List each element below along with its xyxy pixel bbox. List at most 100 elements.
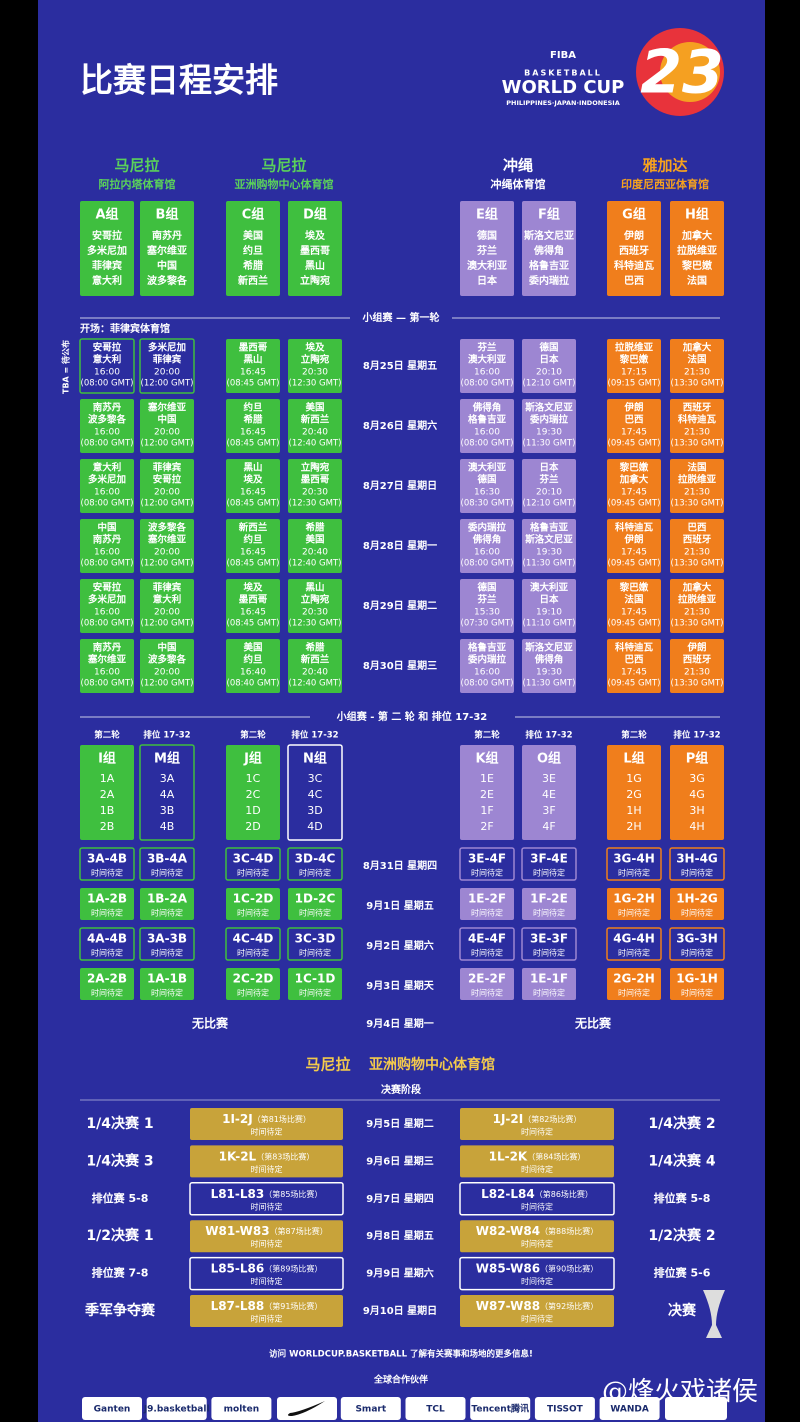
team: 墨西哥 [239, 595, 268, 606]
matchup: 2A-2B [87, 972, 127, 986]
team: 安哥拉 [153, 474, 182, 486]
date: 8月27日 星期日 [363, 479, 437, 492]
team: 科特迪瓦 [678, 414, 717, 426]
finals-arena: 亚洲购物中心体育馆 [369, 1056, 495, 1073]
venue-city: 马尼拉 [114, 157, 159, 175]
team: 委内瑞拉 [528, 274, 569, 287]
matchup: 1A-2B [87, 892, 127, 906]
time: 20:10 [536, 488, 562, 498]
time: 16:00 [474, 668, 500, 678]
team: 拉脱维亚 [615, 342, 654, 354]
box [139, 847, 195, 881]
date: 8月29日 星期二 [363, 599, 437, 612]
box [226, 639, 280, 693]
sponsor-box [82, 1397, 142, 1420]
time: 20:40 [302, 548, 328, 558]
gmt-time: (09:15 GMT) [608, 379, 661, 389]
box [226, 745, 280, 840]
time: 16:00 [94, 548, 120, 558]
time: 时间待定 [237, 868, 269, 878]
group-entry: 3D [307, 804, 322, 817]
venue-city: 雅加达 [641, 157, 687, 175]
group-entry: 3B [160, 804, 175, 817]
box [226, 968, 280, 1000]
box [140, 519, 194, 573]
finals-stage: 决赛阶段 [381, 1083, 421, 1096]
box [226, 579, 280, 633]
team: 美国 [243, 229, 263, 242]
match-number: （第84场比赛） [527, 1151, 585, 1161]
team: 佛得角 [533, 244, 564, 257]
group-entry: 4H [689, 820, 704, 833]
gmt-time: (08:00 GMT) [81, 619, 134, 629]
box [80, 459, 134, 513]
time: 时间待定 [681, 908, 713, 918]
time: 20:40 [302, 428, 328, 438]
time: 时间待定 [521, 1239, 553, 1249]
sponsor: J9.basketball [143, 1405, 210, 1415]
team: 波多黎各 [88, 414, 127, 426]
group-name: J组 [243, 751, 262, 767]
box [459, 927, 515, 961]
team: 菲律宾 [153, 354, 182, 366]
gmt-time: (12:00 GMT) [141, 379, 194, 389]
team: 澳大利亚 [468, 462, 507, 474]
team: 美国 [242, 642, 262, 654]
team: 埃及 [305, 229, 326, 242]
group-entry: 2E [480, 788, 494, 801]
gmt-time: (08:00 GMT) [461, 559, 514, 569]
box [670, 519, 724, 573]
box [80, 399, 134, 453]
date: 9月2日 星期六 [366, 939, 433, 952]
team: 委内瑞拉 [467, 654, 507, 666]
team: 菲律宾 [153, 582, 182, 594]
box [669, 847, 725, 881]
team: 芬兰 [538, 474, 559, 486]
team: 意大利 [92, 274, 122, 287]
box [669, 927, 725, 961]
team: 塞尔维亚 [147, 534, 187, 546]
box [287, 927, 343, 961]
match-number: （第89场比赛） [264, 1263, 322, 1273]
box [226, 339, 280, 393]
team: 约旦 [243, 534, 263, 546]
matchup: 3H-4G [676, 852, 718, 866]
group-entry: 4A [160, 788, 175, 801]
time: 时间待定 [618, 988, 650, 998]
logo-year: 23 [640, 38, 724, 108]
gmt-time: (08:45 GMT) [227, 619, 280, 629]
box [80, 888, 134, 920]
box [460, 888, 514, 920]
date: 9月8日 星期五 [366, 1229, 433, 1242]
team: 立陶宛 [300, 274, 330, 287]
time: 时间待定 [237, 948, 269, 958]
box [79, 338, 135, 394]
sponsor-box [470, 1397, 531, 1420]
date: 8月30日 星期三 [363, 659, 437, 672]
box [190, 1295, 343, 1327]
team: 澳大利亚 [467, 259, 507, 272]
box [522, 579, 576, 633]
team: 法国 [624, 594, 643, 606]
time: 时间待定 [521, 1164, 553, 1174]
box [460, 968, 514, 1000]
time: 时间待定 [299, 948, 331, 958]
group-entry: 2C [246, 788, 261, 801]
gmt-time: (12:00 GMT) [141, 499, 194, 509]
nike-logo [287, 1401, 325, 1416]
team: 中国 [157, 259, 177, 272]
box [522, 201, 576, 296]
time: 时间待定 [251, 1276, 283, 1286]
team: 日本 [477, 274, 498, 287]
gmt-time: (12:00 GMT) [141, 439, 194, 449]
box [189, 1256, 344, 1291]
box [460, 1220, 614, 1253]
box [140, 459, 194, 513]
time: 时间待定 [681, 948, 713, 958]
group-entry: 2B [100, 820, 115, 833]
time: 20:00 [154, 668, 180, 678]
time: 时间待定 [533, 948, 565, 958]
team: 加拿大 [619, 474, 649, 486]
matchup: 3F-4E [530, 852, 568, 866]
